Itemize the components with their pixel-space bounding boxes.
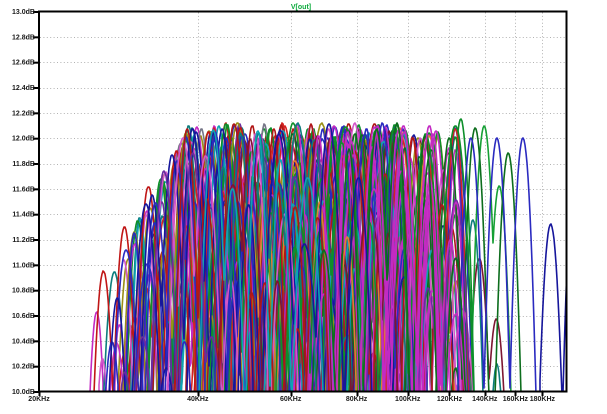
svg-text:10.6dB: 10.6dB	[12, 313, 35, 320]
svg-text:11.4dB: 11.4dB	[12, 212, 35, 219]
svg-text:20KHz: 20KHz	[28, 396, 50, 403]
svg-text:V[out]: V[out]	[291, 4, 311, 11]
svg-text:11.0dB: 11.0dB	[12, 262, 35, 269]
svg-text:10.8dB: 10.8dB	[12, 288, 35, 295]
svg-text:11.8dB: 11.8dB	[12, 161, 35, 168]
svg-text:12.0dB: 12.0dB	[12, 136, 35, 143]
svg-text:11.2dB: 11.2dB	[12, 237, 35, 244]
svg-text:80KHz: 80KHz	[346, 396, 368, 403]
svg-text:100KHz: 100KHz	[395, 396, 421, 403]
svg-text:12.8dB: 12.8dB	[12, 34, 35, 41]
svg-text:12.2dB: 12.2dB	[12, 110, 35, 117]
svg-text:140KHz: 140KHz	[472, 396, 498, 403]
svg-text:12.6dB: 12.6dB	[12, 60, 35, 67]
svg-text:11.6dB: 11.6dB	[12, 186, 35, 193]
svg-text:40KHz: 40KHz	[187, 396, 209, 403]
svg-text:10.4dB: 10.4dB	[12, 338, 35, 345]
svg-text:180KHz: 180KHz	[530, 396, 556, 403]
svg-text:13.0dB: 13.0dB	[12, 9, 35, 16]
svg-text:60KHz: 60KHz	[280, 396, 302, 403]
svg-text:120KHz: 120KHz	[437, 396, 463, 403]
svg-text:12.4dB: 12.4dB	[12, 85, 35, 92]
svg-text:10.2dB: 10.2dB	[12, 364, 35, 371]
svg-text:10.0dB: 10.0dB	[12, 389, 35, 396]
svg-text:160KHz: 160KHz	[503, 396, 529, 403]
